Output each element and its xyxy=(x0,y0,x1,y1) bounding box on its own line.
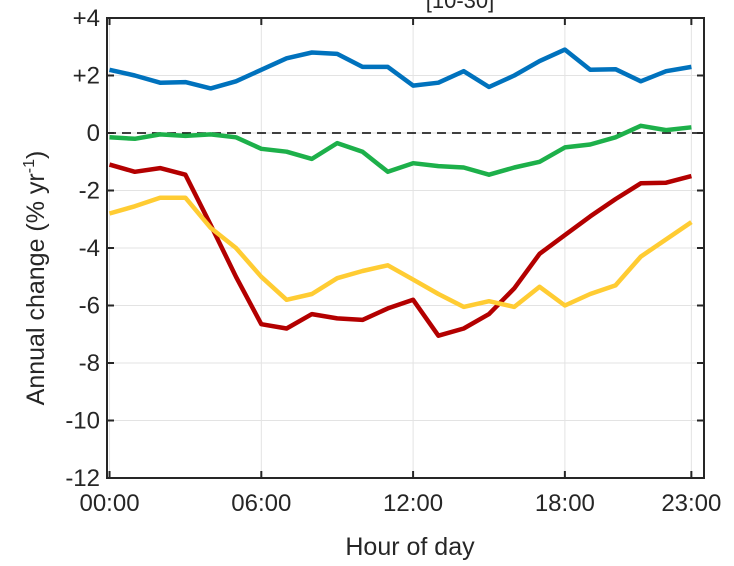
axes xyxy=(106,17,705,479)
y-tick-label-6: -8 xyxy=(79,350,100,377)
x-tick-label-3: 18:00 xyxy=(535,490,595,517)
y-tick-label-2: 0 xyxy=(87,120,100,147)
y-tick-label-0: +4 xyxy=(73,5,100,32)
y-tick-label-1: +2 xyxy=(73,63,100,90)
x-tick-label-4: 23:00 xyxy=(661,490,721,517)
y-tick-label-3: -2 xyxy=(79,178,100,205)
y-tick-label-5: -6 xyxy=(79,293,100,320)
series-line-1 xyxy=(109,123,692,177)
x-tick-label-0: 00:00 xyxy=(79,490,139,517)
series-line-2 xyxy=(108,162,692,338)
series-line-0 xyxy=(109,47,692,91)
y-axis-label-exponent: -1 xyxy=(21,159,38,173)
y-tick-labels: +4 +2 0 -2 -4 -6 -8 -10 -12 xyxy=(65,5,100,492)
y-tick-label-7: -10 xyxy=(65,408,100,435)
y-tick-label-8: -12 xyxy=(65,465,100,492)
x-tick-label-1: 06:00 xyxy=(231,490,291,517)
data-series xyxy=(108,47,693,338)
chart-title-fragment: [10-30] xyxy=(426,0,495,13)
series-line-3 xyxy=(108,195,693,310)
y-tick-label-4: -4 xyxy=(79,235,100,262)
x-axis-label: Hour of day xyxy=(345,533,475,561)
x-tick-label-2: 12:00 xyxy=(383,490,443,517)
x-tick-labels: 00:00 06:00 12:00 18:00 23:00 xyxy=(79,490,721,517)
y-axis-label-main: Annual change (% yr xyxy=(22,173,50,405)
y-axis-label-close: ) xyxy=(22,151,50,159)
y-axis-label: Annual change (% yr-1) xyxy=(21,151,50,406)
